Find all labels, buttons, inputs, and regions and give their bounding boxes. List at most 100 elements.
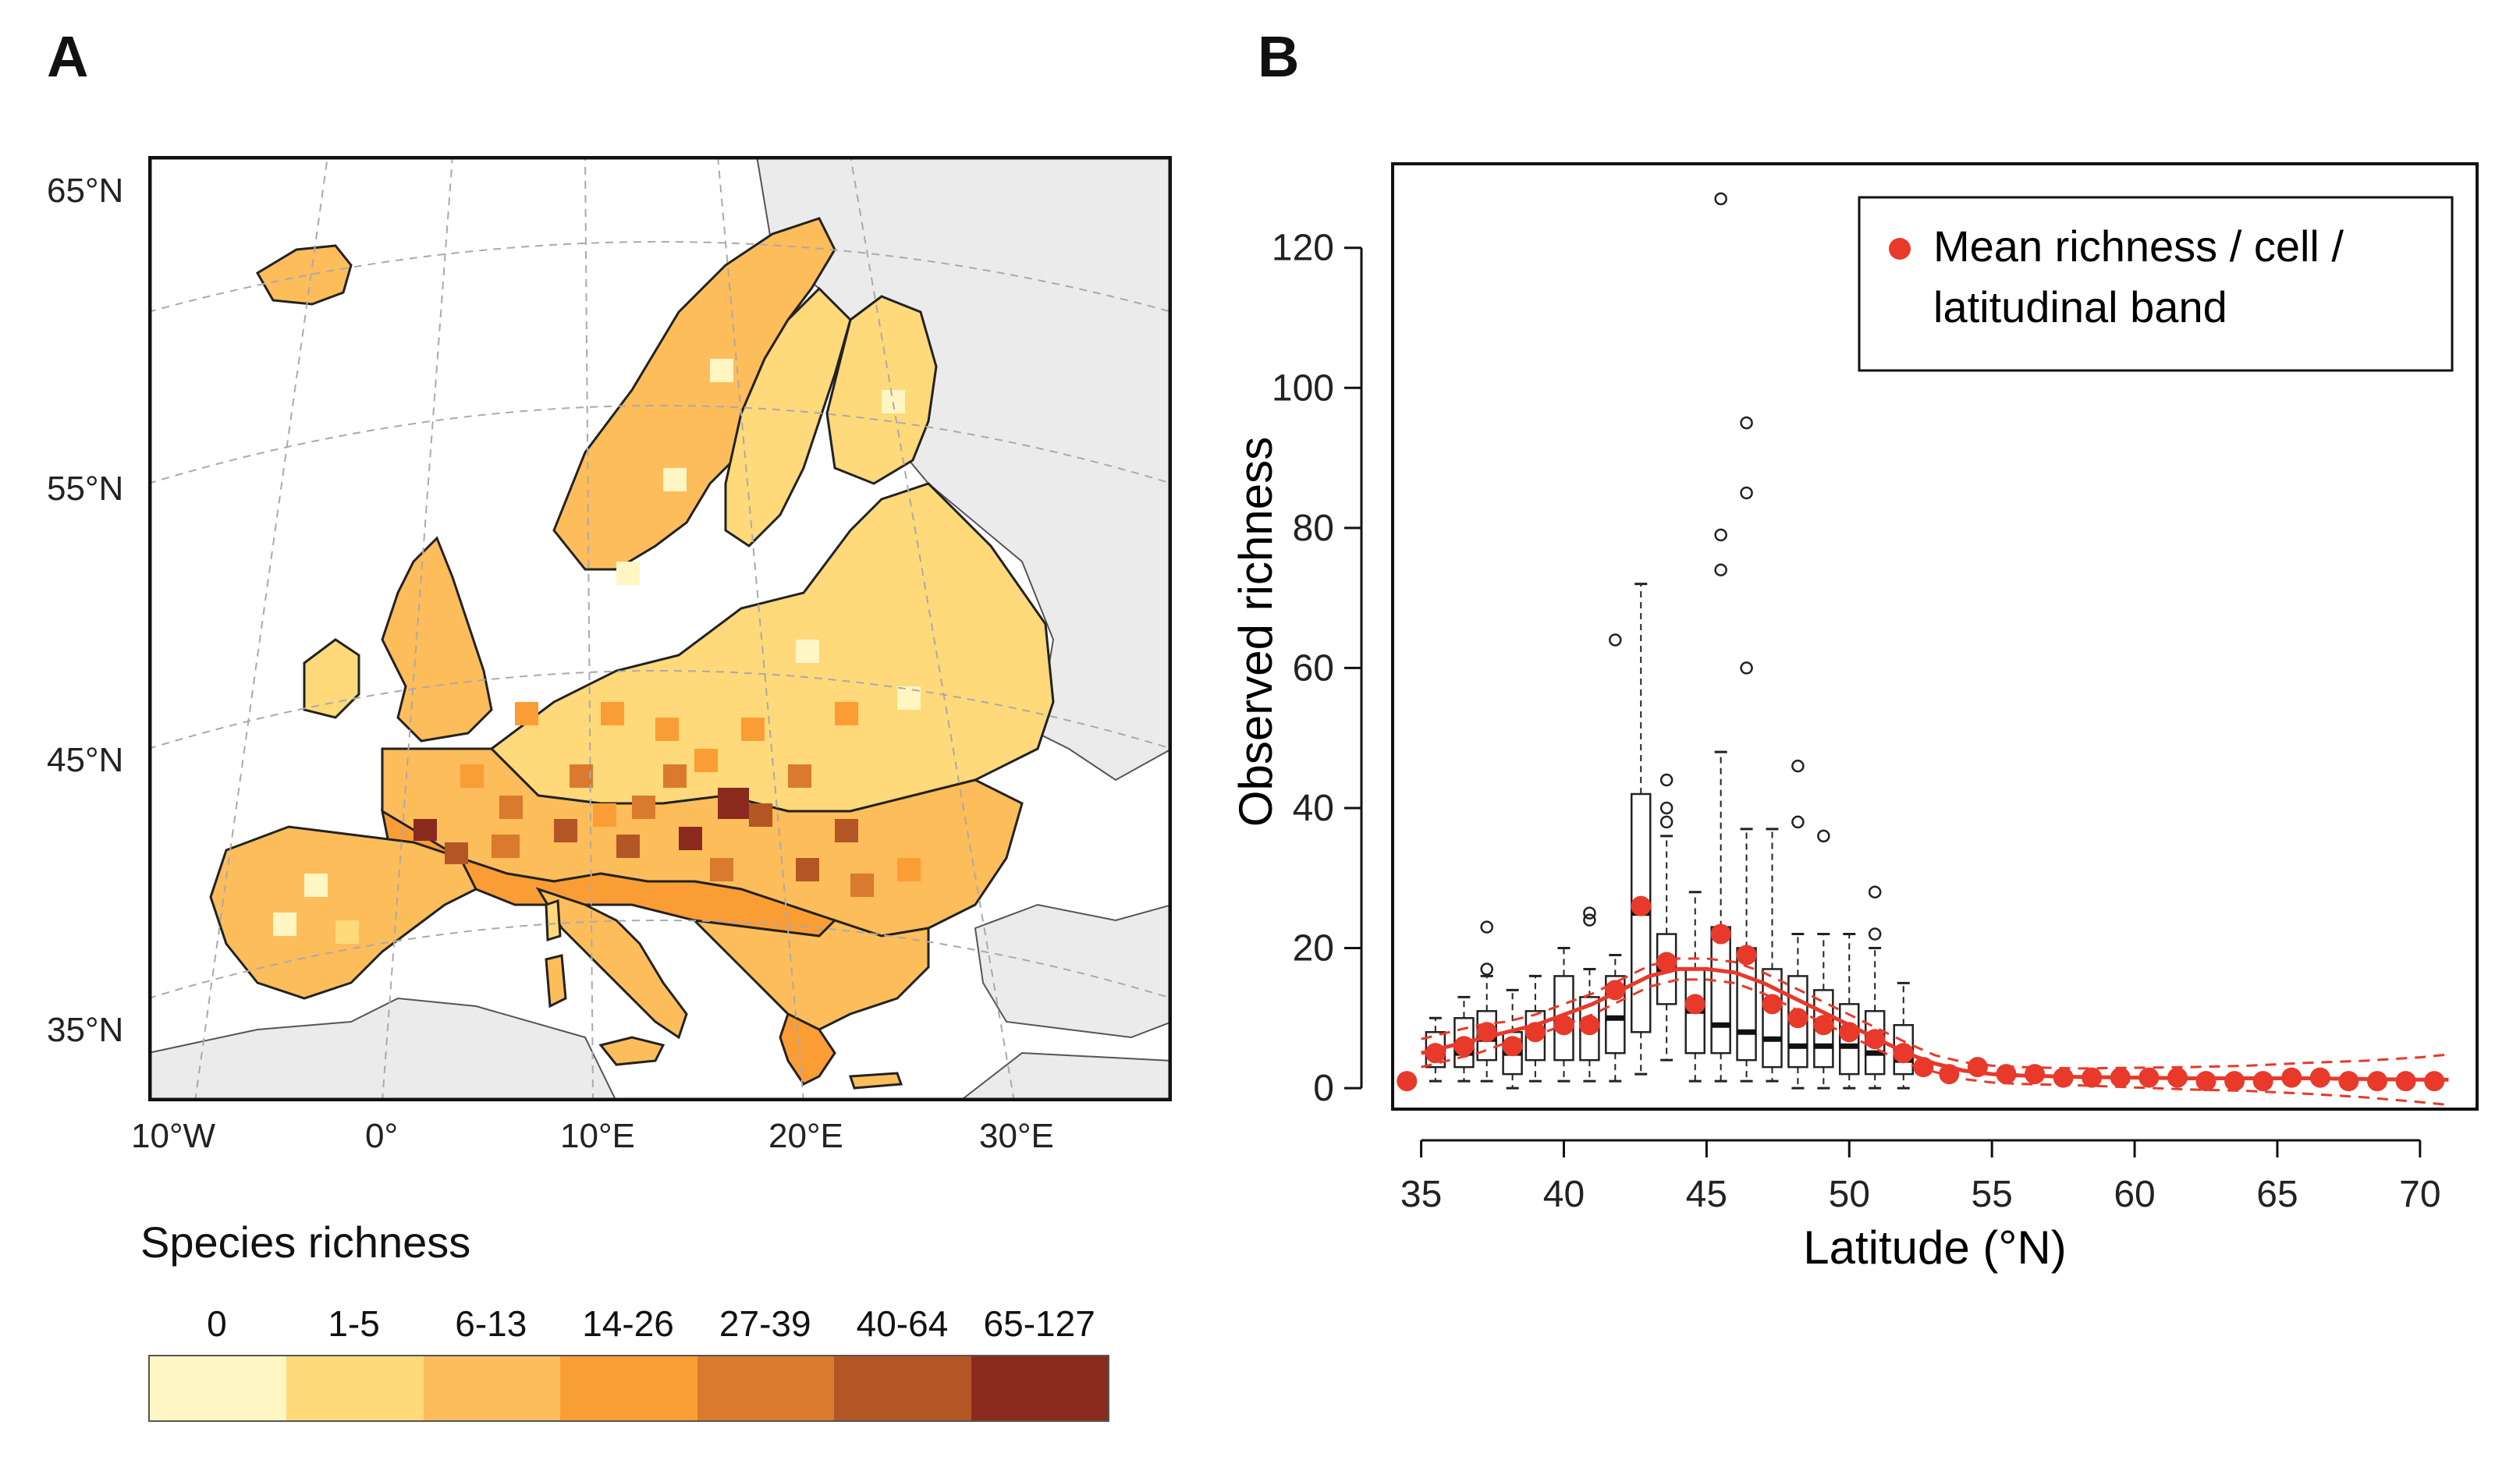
italy — [535, 887, 688, 1040]
legend-cat-2: 6-13 — [455, 1303, 527, 1344]
legend-cat-1: 1-5 — [328, 1303, 380, 1344]
mean-point — [2138, 1067, 2160, 1088]
y-tick-label: 120 — [1272, 228, 1334, 269]
legend-swatch-6 — [971, 1356, 1108, 1420]
box-outlier — [1480, 920, 1493, 934]
x-tick-label: 55 — [1971, 1174, 2012, 1215]
mean-point — [1553, 1015, 1574, 1036]
africa-right-land — [958, 1051, 1172, 1101]
box-outlier — [1740, 416, 1753, 430]
legend-cat-5: 40-64 — [856, 1303, 949, 1344]
y-tick-label: 20 — [1293, 928, 1334, 970]
legend-swatch-2 — [423, 1356, 561, 1420]
mean-point — [2082, 1067, 2103, 1088]
mean-point — [1813, 1015, 1834, 1036]
mean-point — [1865, 1029, 1886, 1050]
graticule — [148, 156, 1172, 1101]
legend-swatch-0 — [150, 1356, 287, 1420]
lon-label-10w: 10°W — [131, 1117, 216, 1155]
x-tick-label: 45 — [1686, 1174, 1727, 1215]
box-outlier — [1714, 528, 1727, 542]
sweden-finland — [724, 286, 852, 548]
mean-point — [1631, 895, 1652, 916]
balkans — [690, 918, 930, 1031]
x-tick-label: 35 — [1400, 1174, 1442, 1215]
sardinia — [545, 954, 567, 1008]
legend-swatch-3 — [560, 1356, 697, 1420]
x-tick-label: 65 — [2256, 1174, 2298, 1215]
richness-hotspots — [273, 359, 921, 944]
mean-point — [2252, 1071, 2273, 1092]
map-frame — [148, 156, 1172, 1101]
mean-point — [1579, 1015, 1600, 1036]
legend-cat-0: 0 — [207, 1303, 227, 1344]
mean-point — [1996, 1064, 2017, 1085]
sicily — [598, 1036, 665, 1066]
great-britain — [381, 536, 493, 743]
x-tick-label: 70 — [2399, 1174, 2440, 1215]
turkey-land — [974, 903, 1172, 1039]
corsica — [545, 899, 562, 942]
y-tick-label: 40 — [1293, 788, 1334, 829]
mean-point — [1656, 952, 1677, 973]
mean-point — [2195, 1071, 2217, 1092]
mean-point — [2424, 1071, 2445, 1092]
panel-b-label: B — [1258, 24, 1300, 89]
x-tick-label: 60 — [2114, 1174, 2155, 1215]
legend-label-line1: Mean richness / cell / — [1933, 222, 2344, 271]
chart-legend: Mean richness / cell / latitudinal band — [1858, 196, 2454, 372]
greece — [779, 1012, 836, 1086]
mean-point — [2338, 1071, 2359, 1092]
mean-point — [1736, 945, 1757, 966]
y-tick-label: 60 — [1293, 647, 1334, 689]
mean-point — [1684, 994, 1705, 1015]
box-outlier — [1480, 962, 1493, 976]
mean-point — [1839, 1022, 1860, 1043]
mean-point — [1762, 994, 1783, 1015]
legend-color-bar — [148, 1355, 1109, 1422]
mean-point — [2110, 1067, 2131, 1088]
y-tick-label: 100 — [1272, 367, 1334, 409]
mean-point — [1605, 980, 1626, 1001]
lat-label-55: 55°N — [47, 470, 124, 508]
lon-label-10e: 10°E — [560, 1117, 635, 1155]
ireland — [303, 638, 360, 719]
mean-point — [2053, 1067, 2074, 1088]
richness-latitude-chart: 35 40 45 50 55 60 65 70 0 20 40 60 80 100 120 Mean ric… — [1230, 162, 2479, 1274]
mean-point — [2167, 1067, 2188, 1088]
mean-point — [1453, 1036, 1475, 1057]
box-outlier — [1791, 759, 1805, 773]
box-outlier — [1583, 906, 1596, 920]
legend-swatch-5 — [834, 1356, 971, 1420]
y-tick-label: 0 — [1313, 1068, 1334, 1109]
box-outlier — [1868, 885, 1882, 899]
mean-point — [1710, 923, 1731, 945]
legend-title: Species richness — [140, 1218, 471, 1267]
mean-point — [1524, 1022, 1546, 1043]
mean-point — [1425, 1043, 1446, 1064]
mean-point — [1939, 1064, 1960, 1085]
box-iqr — [1710, 926, 1731, 1055]
legend-swatch-4 — [697, 1356, 835, 1420]
lon-label-30e: 30°E — [979, 1117, 1054, 1155]
legend-cat-6: 65-127 — [983, 1303, 1095, 1344]
iberia — [209, 825, 478, 1000]
legend-box — [1858, 196, 2454, 372]
box-outlier — [1740, 486, 1753, 500]
box-outlier — [1740, 661, 1753, 675]
panel-a-label: A — [47, 24, 89, 89]
fit-ci-lower — [1421, 978, 2449, 1107]
north-africa-land — [148, 997, 618, 1101]
mean-point — [1502, 1036, 1523, 1057]
box-outlier — [1583, 913, 1596, 927]
legend-label-line2: latitudinal band — [1933, 282, 2227, 331]
mean-point — [1967, 1057, 1988, 1078]
mean-point — [1476, 1022, 1497, 1043]
legend-cat-3: 14-26 — [582, 1303, 674, 1344]
box-outlier — [1659, 773, 1673, 787]
box-outlier — [1868, 927, 1882, 941]
mean-point — [2309, 1067, 2330, 1088]
box-outlier — [1714, 192, 1727, 206]
box-outlier — [1659, 801, 1673, 815]
x-tick-label: 40 — [1543, 1174, 1585, 1215]
